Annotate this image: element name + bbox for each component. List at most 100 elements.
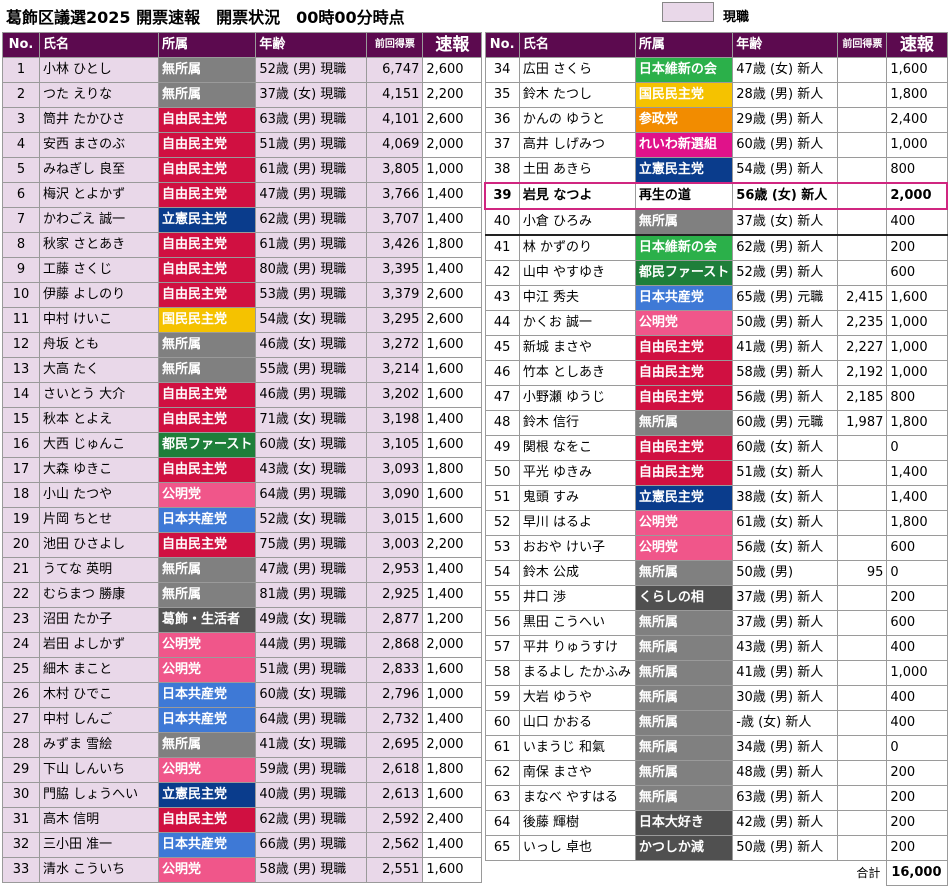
candidate-prev-votes: 2,185 (837, 385, 888, 411)
candidate-prev-votes: 3,805 (366, 157, 424, 183)
candidate-prev-votes: 2,877 (366, 607, 424, 633)
candidate-party: 無所属 (157, 732, 257, 758)
candidate-age: 37歳 (男) 新人 (732, 585, 839, 611)
candidate-name: 細木 まこと (39, 657, 159, 683)
candidate-name: 黒田 こうへい (518, 610, 636, 636)
candidate-party: 自由民主党 (157, 107, 257, 133)
candidate-row: 44 かくお 誠一 公明党 50歳 (男) 新人 2,235 1,000 (484, 310, 948, 336)
candidate-no: 18 (2, 482, 40, 508)
candidate-age: 56歳 (女) 新人 (732, 535, 839, 561)
candidate-sokuho-votes: 2,400 (422, 807, 483, 833)
candidate-no: 17 (2, 457, 40, 483)
candidate-row: 28 みずま 雪絵 無所属 41歳 (女) 現職 2,695 2,000 (2, 732, 483, 758)
candidate-party: 自由民主党 (157, 382, 257, 408)
candidate-age: 56歳 (男) 新人 (732, 385, 839, 411)
candidate-row: 2 つた えりな 無所属 37歳 (女) 現職 4,151 2,200 (2, 82, 483, 108)
candidate-age: 34歳 (男) 新人 (732, 735, 839, 761)
candidate-name: 片岡 ちとせ (39, 507, 159, 533)
candidate-no: 60 (484, 710, 520, 736)
candidate-prev-votes: 3,295 (366, 307, 424, 333)
candidate-party: 自由民主党 (157, 182, 257, 208)
candidate-prev-votes: 3,766 (366, 182, 424, 208)
candidate-party: 無所属 (157, 357, 257, 383)
candidate-sokuho-votes: 1,600 (422, 857, 483, 883)
candidate-age: 62歳 (男) 現職 (255, 207, 368, 233)
candidate-name: 平井 りゅうすけ (518, 635, 636, 661)
candidate-sokuho-votes: 1,600 (422, 432, 483, 458)
candidate-age: 71歳 (女) 現職 (255, 407, 368, 433)
table-header-row: No. 氏名 所属 年齢 前回得票 速報 (484, 32, 948, 58)
candidate-no: 38 (484, 157, 520, 184)
candidate-no: 8 (2, 232, 40, 258)
candidate-prev-votes: 2,868 (366, 632, 424, 658)
candidate-no: 29 (2, 757, 40, 783)
candidate-party: 無所属 (157, 557, 257, 583)
candidate-no: 2 (2, 82, 40, 108)
candidate-name: さいとう 大介 (39, 382, 159, 408)
candidate-prev-votes: 3,093 (366, 457, 424, 483)
candidate-age: 41歳 (男) 新人 (732, 660, 839, 686)
candidate-name: 伊藤 よしのり (39, 282, 159, 308)
candidate-row: 30 門脇 しょうへい 立憲民主党 40歳 (男) 現職 2,613 1,600 (2, 782, 483, 808)
candidate-row: 25 細木 まこと 公明党 51歳 (男) 現職 2,833 1,600 (2, 657, 483, 683)
candidate-no: 39 (483, 182, 520, 210)
candidate-age: 61歳 (女) 新人 (732, 510, 839, 536)
candidate-age: 63歳 (男) 現職 (255, 107, 368, 133)
candidate-party: 無所属 (634, 610, 734, 636)
candidate-age: 75歳 (男) 現職 (255, 532, 368, 558)
candidate-age: 60歳 (男) 元職 (732, 410, 839, 436)
candidate-row: 36 かんの ゆうと 参政党 29歳 (男) 新人 2,400 (484, 107, 948, 133)
candidate-no: 9 (2, 257, 40, 283)
candidate-row: 46 竹本 としあき 自由民主党 58歳 (男) 新人 2,192 1,000 (484, 360, 948, 386)
candidate-age: 29歳 (男) 新人 (732, 107, 839, 133)
candidate-age: 50歳 (男) 新人 (732, 835, 839, 861)
candidate-party: 日本共産党 (157, 832, 257, 858)
candidate-age: 51歳 (男) 現職 (255, 132, 368, 158)
candidate-sokuho-votes: 800 (886, 385, 948, 411)
candidate-name: 鈴木 たつし (518, 82, 636, 108)
candidate-no: 55 (484, 585, 520, 611)
candidate-sokuho-votes: 1,200 (422, 607, 483, 633)
candidate-row: 52 早川 はるよ 公明党 61歳 (女) 新人 1,800 (484, 510, 948, 536)
candidate-age: 40歳 (男) 現職 (255, 782, 368, 808)
candidate-row: 24 岩田 よしかず 公明党 44歳 (男) 現職 2,868 2,000 (2, 632, 483, 658)
candidate-sokuho-votes: 200 (886, 785, 948, 811)
total-row: 合計 16,000 (485, 860, 948, 886)
candidate-prev-votes (837, 685, 888, 711)
candidate-sokuho-votes: 1,400 (422, 582, 483, 608)
candidate-sokuho-votes: 2,200 (422, 82, 483, 108)
candidate-sokuho-votes: 1,000 (422, 682, 483, 708)
candidate-row: 1 小林 ひとし 無所属 52歳 (男) 現職 6,747 2,600 (2, 57, 483, 83)
candidate-party: 自由民主党 (157, 407, 257, 433)
candidate-no: 41 (484, 234, 520, 261)
candidate-row: 33 清水 こういち 公明党 58歳 (男) 現職 2,551 1,600 (2, 857, 483, 883)
candidate-sokuho-votes: 600 (886, 535, 948, 561)
candidate-party: 立憲民主党 (157, 207, 257, 233)
candidate-sokuho-votes: 200 (886, 760, 948, 786)
candidate-party: 無所属 (634, 660, 734, 686)
candidate-name: 筒井 たかひさ (39, 107, 159, 133)
candidate-name: 大森 ゆきこ (39, 457, 159, 483)
candidate-prev-votes (837, 260, 888, 286)
candidate-name: 早川 はるよ (518, 510, 636, 536)
candidate-age: -歳 (女) 新人 (732, 710, 839, 736)
candidate-sokuho-votes: 2,600 (422, 282, 483, 308)
candidate-prev-votes (837, 510, 888, 536)
candidate-party: 自由民主党 (157, 257, 257, 283)
candidate-prev-votes: 2,613 (366, 782, 424, 808)
candidate-no: 27 (2, 707, 40, 733)
candidate-no: 43 (484, 285, 520, 311)
candidate-prev-votes (837, 435, 888, 461)
candidate-prev-votes (837, 660, 888, 686)
candidate-name: みねぎし 良至 (39, 157, 159, 183)
candidate-age: 53歳 (男) 現職 (255, 282, 368, 308)
candidate-row: 22 むらまつ 勝康 無所属 81歳 (男) 現職 2,925 1,400 (2, 582, 483, 608)
candidate-party: 自由民主党 (157, 532, 257, 558)
candidate-name: 下山 しんいち (39, 757, 159, 783)
candidate-row: 4 安西 まさのぶ 自由民主党 51歳 (男) 現職 4,069 2,000 (2, 132, 483, 158)
candidate-age: 63歳 (男) 新人 (732, 785, 839, 811)
candidate-sokuho-votes: 200 (886, 585, 948, 611)
candidate-no: 7 (2, 207, 40, 233)
candidate-row: 10 伊藤 よしのり 自由民主党 53歳 (男) 現職 3,379 2,600 (2, 282, 483, 308)
candidate-name: いまうじ 和氣 (518, 735, 636, 761)
